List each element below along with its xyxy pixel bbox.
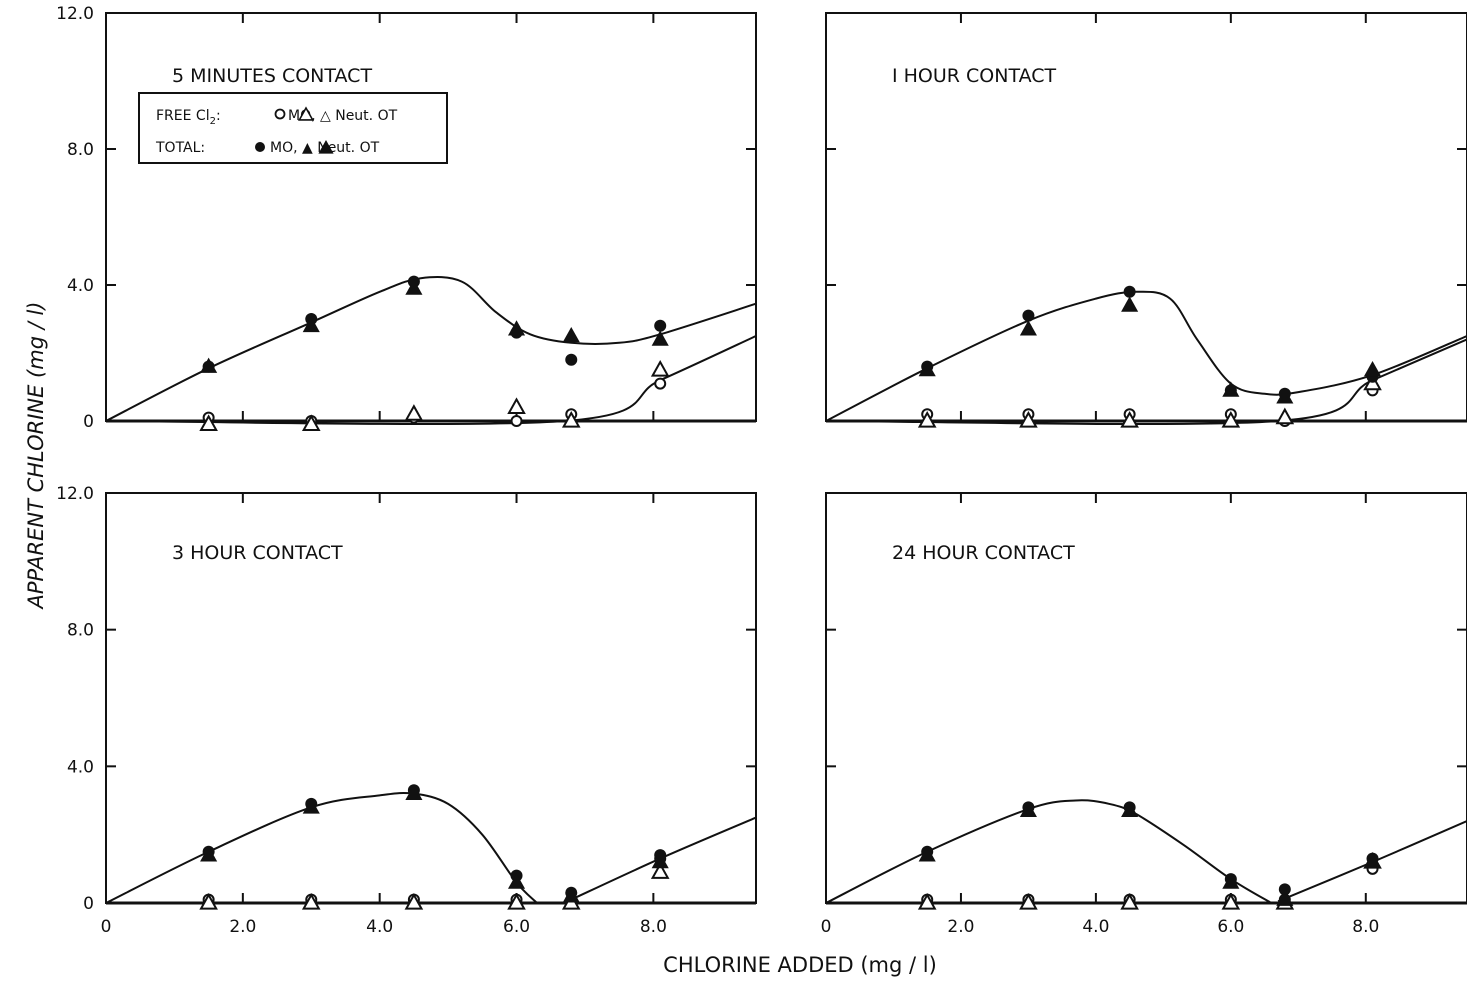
data-point-total-ot [918, 361, 936, 377]
x-tick-label: 0 [821, 917, 832, 937]
data-point-total-ot [1019, 801, 1037, 818]
data-point-free-ot [199, 892, 218, 910]
y-tick-label: 0 [83, 894, 94, 914]
panel-title: 5 MINUTES CONTACT [172, 65, 372, 87]
data-point-free-ot [1019, 892, 1038, 910]
data-point-free-ot [199, 414, 218, 431]
data-point-free-ot [917, 410, 937, 428]
y-tick-label: 12.0 [56, 484, 94, 504]
x-tick-label: 6.0 [503, 917, 530, 937]
data-point-free-ot [561, 410, 581, 428]
data-point-free-ot [1221, 410, 1241, 428]
panel-title: I HOUR CONTACT [892, 65, 1057, 87]
y-tick-label: 8.0 [67, 140, 94, 160]
data-point-free-ot [650, 359, 670, 377]
x-tick-label: 2.0 [229, 917, 256, 937]
data-point-free-ot [507, 892, 526, 910]
data-point-total-ot [302, 316, 320, 333]
legend-box [138, 92, 448, 164]
data-point-total-ot [651, 853, 669, 869]
svg-text:FREE Cl2:: FREE Cl2: [156, 108, 221, 127]
panel-title: 24 HOUR CONTACT [892, 542, 1075, 564]
y-tick-label: 4.0 [67, 757, 94, 777]
data-point-total-mo [654, 319, 667, 332]
fitted-curve [105, 791, 538, 904]
data-point-total-ot [918, 846, 936, 862]
fitted-curve [825, 799, 1272, 904]
legend-free-items: MO, △ Neut. OT [288, 108, 398, 124]
x-tick-label: 8.0 [1352, 917, 1379, 937]
panel-title: 3 HOUR CONTACT [172, 542, 343, 564]
x-tick-label: 0 [101, 917, 112, 937]
data-point-free-ot [650, 862, 670, 879]
fitted-curve [825, 290, 1467, 422]
legend: FREE Cl2: MO, △ Neut. OT TOTAL: MO, ▲ Ne… [138, 92, 448, 164]
data-point-total-ot [562, 327, 580, 343]
data-point-total-ot [405, 784, 423, 800]
data-point-total-mo [565, 353, 578, 366]
data-point-total-ot [507, 320, 526, 336]
data-point-total-ot [1019, 320, 1037, 336]
data-point-total-mo [1022, 309, 1035, 322]
fitted-curve [825, 338, 1467, 426]
x-tick-label: 8.0 [640, 917, 667, 937]
data-point-total-ot [1276, 388, 1294, 404]
data-point-free-ot [1221, 892, 1241, 910]
x-axis-label: CHLORINE ADDED (mg / l) [663, 953, 937, 977]
data-point-free-ot [1120, 410, 1139, 428]
fitted-curve [105, 276, 757, 422]
data-point-free-ot [404, 404, 424, 421]
legend-total-label: TOTAL: [155, 140, 205, 156]
data-point-total-ot [562, 887, 580, 903]
data-point-total-ot [651, 330, 669, 346]
legend-free-label: FREE Cl [156, 108, 210, 124]
data-point-free-ot [1275, 407, 1295, 425]
data-point-total-mo [1123, 285, 1136, 298]
data-point-total-ot [1222, 873, 1240, 889]
data-point-total-ot [200, 846, 218, 862]
data-point-total-mo [1278, 883, 1291, 896]
data-point-total-ot [302, 798, 320, 814]
data-point-free-ot [507, 397, 526, 414]
data-point-free-ot [404, 892, 424, 910]
data-point-total-ot [1121, 296, 1139, 312]
legend-open-triangle-icon [297, 106, 315, 121]
data-point-free-ot [1019, 410, 1038, 428]
y-tick-label: 4.0 [67, 276, 94, 296]
x-tick-label: 4.0 [1082, 917, 1109, 937]
data-point-total-ot [200, 357, 218, 373]
data-point-free-ot [917, 892, 937, 910]
data-point-total-ot [405, 279, 423, 295]
data-point-free-mo [654, 377, 667, 390]
x-tick-label: 2.0 [947, 917, 974, 937]
data-point-total-ot [1363, 853, 1382, 869]
x-tick-label: 6.0 [1217, 917, 1244, 937]
x-tick-label: 4.0 [366, 917, 393, 937]
y-tick-label: 8.0 [67, 621, 94, 641]
chart-panel-3: 0 4.0 8.0 12.0 0 2.0 4.0 6.0 8.0 3 HOUR CONTACT [56, 484, 757, 937]
y-tick-label: 0 [83, 412, 94, 432]
data-point-free-ot [1120, 892, 1139, 910]
y-axis-label: APPARENT CHLORINE (mg / l) [24, 302, 48, 611]
data-point-total-ot [1222, 381, 1240, 397]
data-point-total-ot [1276, 890, 1294, 906]
chart-panel-1: 0 4.0 8.0 12.0 5 MINUTES CONTACT [56, 4, 757, 432]
data-point-free-mo [510, 415, 523, 427]
data-point-free-ot [301, 414, 321, 431]
legend-filled-circle-icon [255, 142, 265, 152]
legend-free-subscript: 2 [210, 116, 216, 127]
data-point-total-ot [1121, 801, 1139, 818]
data-point-total-ot [507, 873, 526, 889]
y-tick-label: 12.0 [56, 4, 94, 24]
data-point-free-ot [301, 892, 321, 910]
legend-filled-triangle-icon [318, 140, 334, 154]
legend-open-circle-icon [274, 108, 286, 120]
chart-panel-4: 0 2.0 4.0 6.0 8.0 24 HOUR CONTACT [821, 492, 1467, 937]
chart-panel-2: I HOUR CONTACT [825, 12, 1467, 428]
data-point-total-ot [1363, 361, 1382, 377]
fitted-curve [105, 335, 757, 426]
